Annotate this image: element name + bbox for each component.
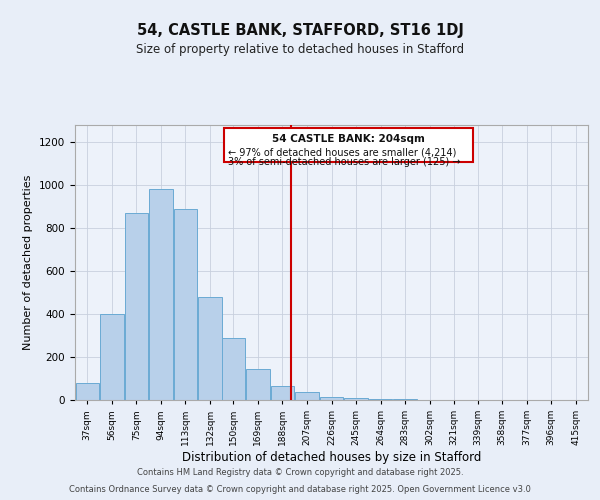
Text: 54 CASTLE BANK: 204sqm: 54 CASTLE BANK: 204sqm	[272, 134, 425, 144]
Bar	[100, 314, 124, 400]
Bar	[198, 297, 222, 400]
Y-axis label: Number of detached properties: Number of detached properties	[23, 175, 34, 350]
Bar	[76, 383, 99, 400]
Bar	[221, 338, 245, 400]
Bar	[174, 209, 197, 400]
Bar	[320, 397, 343, 400]
X-axis label: Distribution of detached houses by size in Stafford: Distribution of detached houses by size …	[182, 451, 481, 464]
Bar	[125, 213, 148, 400]
Bar	[344, 398, 368, 400]
Bar	[295, 392, 319, 400]
Bar	[369, 399, 392, 400]
Bar	[271, 386, 294, 400]
Text: Contains Ordnance Survey data © Crown copyright and database right 2025. Open Go: Contains Ordnance Survey data © Crown co…	[69, 484, 531, 494]
Text: Size of property relative to detached houses in Stafford: Size of property relative to detached ho…	[136, 42, 464, 56]
Bar	[149, 190, 173, 400]
Text: 54, CASTLE BANK, STAFFORD, ST16 1DJ: 54, CASTLE BANK, STAFFORD, ST16 1DJ	[137, 22, 463, 38]
Bar	[246, 369, 269, 400]
Text: 3% of semi-detached houses are larger (125) →: 3% of semi-detached houses are larger (1…	[229, 156, 461, 166]
Text: ← 97% of detached houses are smaller (4,214): ← 97% of detached houses are smaller (4,…	[229, 147, 457, 157]
Text: Contains HM Land Registry data © Crown copyright and database right 2025.: Contains HM Land Registry data © Crown c…	[137, 468, 463, 477]
